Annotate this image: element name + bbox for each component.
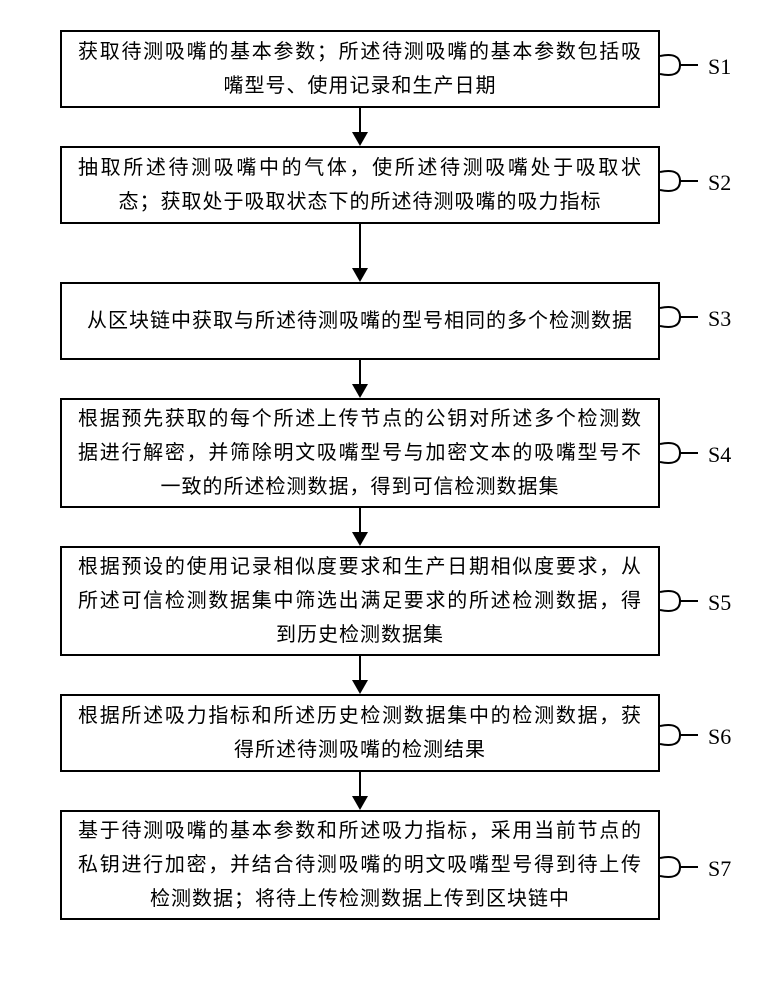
step-label-s1: S1 [708,54,731,80]
step-label-s6: S6 [708,724,731,750]
step-text: 获取待测吸嘴的基本参数；所述待测吸嘴的基本参数包括吸嘴型号、使用记录和生产日期 [78,35,642,103]
arrow-s1-s2 [60,108,660,146]
step-label-s3: S3 [708,306,731,332]
arrow-s4-s5 [60,508,660,546]
step-text: 根据预设的使用记录相似度要求和生产日期相似度要求，从所述可信检测数据集中筛选出满… [78,550,642,652]
step-box-s6: 根据所述吸力指标和所述历史检测数据集中的检测数据，获得所述待测吸嘴的检测结果 [60,694,660,772]
step-text: 从区块链中获取与所述待测吸嘴的型号相同的多个检测数据 [78,304,642,338]
step-label-s5: S5 [708,590,731,616]
arrow-s6-s7 [60,772,660,810]
step-box-s4: 根据预先获取的每个所述上传节点的公钥对所述多个检测数据进行解密，并筛除明文吸嘴型… [60,398,660,508]
flowchart-container: 获取待测吸嘴的基本参数；所述待测吸嘴的基本参数包括吸嘴型号、使用记录和生产日期 … [60,30,660,920]
step-text: 根据所述吸力指标和所述历史检测数据集中的检测数据，获得所述待测吸嘴的检测结果 [78,699,642,767]
step-box-s2: 抽取所述待测吸嘴中的气体，使所述待测吸嘴处于吸取状态；获取处于吸取状态下的所述待… [60,146,660,224]
label-curve-icon [660,52,700,82]
arrow-s2-s3 [60,224,660,282]
label-curve-icon [660,588,700,618]
label-curve-icon [660,168,700,198]
step-label-s4: S4 [708,442,731,468]
step-box-s7: 基于待测吸嘴的基本参数和所述吸力指标，采用当前节点的私钥进行加密，并结合待测吸嘴… [60,810,660,920]
step-label-s7: S7 [708,856,731,882]
step-text: 根据预先获取的每个所述上传节点的公钥对所述多个检测数据进行解密，并筛除明文吸嘴型… [78,402,642,504]
label-curve-icon [660,722,700,752]
label-curve-icon [660,854,700,884]
step-text: 抽取所述待测吸嘴中的气体，使所述待测吸嘴处于吸取状态；获取处于吸取状态下的所述待… [78,151,642,219]
label-curve-icon [660,440,700,470]
label-curve-icon [660,304,700,334]
arrow-s5-s6 [60,656,660,694]
arrow-s3-s4 [60,360,660,398]
step-text: 基于待测吸嘴的基本参数和所述吸力指标，采用当前节点的私钥进行加密，并结合待测吸嘴… [78,814,642,916]
step-box-s3: 从区块链中获取与所述待测吸嘴的型号相同的多个检测数据 [60,282,660,360]
step-box-s1: 获取待测吸嘴的基本参数；所述待测吸嘴的基本参数包括吸嘴型号、使用记录和生产日期 [60,30,660,108]
step-label-s2: S2 [708,170,731,196]
step-box-s5: 根据预设的使用记录相似度要求和生产日期相似度要求，从所述可信检测数据集中筛选出满… [60,546,660,656]
